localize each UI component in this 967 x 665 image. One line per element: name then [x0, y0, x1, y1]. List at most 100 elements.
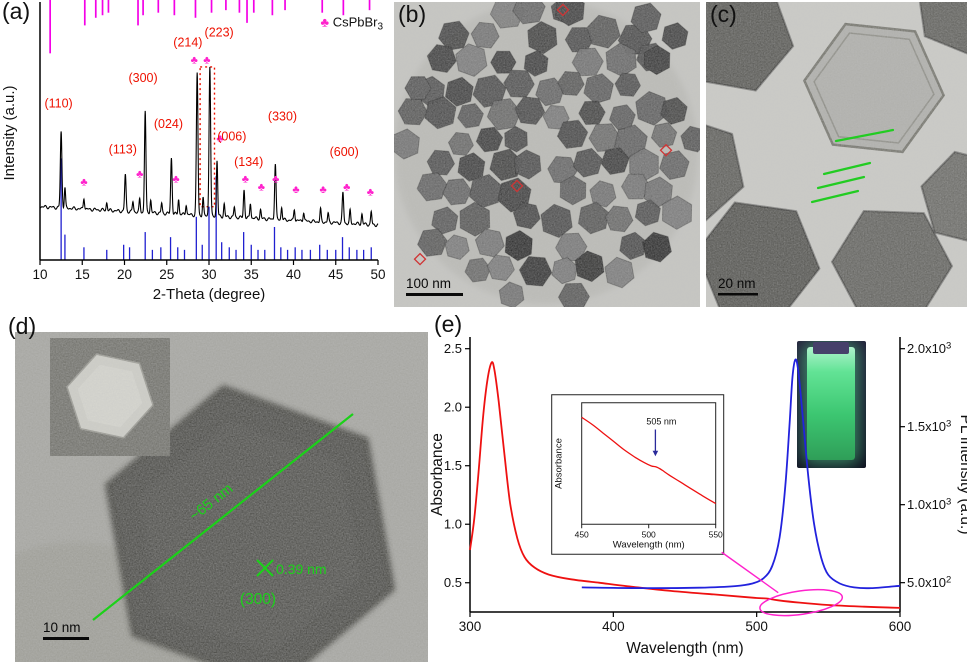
peak-labels: (110) (113) (300) (024) (214)(223) (006) (134)…: [44, 25, 358, 169]
lattice-fringe-line: [822, 161, 872, 176]
svg-text:♣: ♣: [272, 174, 279, 186]
svg-text:30: 30: [201, 267, 216, 282]
xrd-plot: 10 15 20 25 30 35 40 45 50 2-Theta (degree) Intens…: [1, 0, 386, 303]
reference-sticks-bottom: [60, 158, 372, 260]
reference-sticks-top: [49, 0, 371, 54]
panel-tem-zoom: 20 nm (c): [706, 1, 967, 307]
cuvette-photo: [796, 341, 866, 468]
tem-overview-image: 100 nm: [394, 2, 700, 307]
svg-text:1.0: 1.0: [444, 517, 462, 532]
inset-annotation: 505 nm: [646, 416, 676, 426]
absorbance-curve: [469, 361, 901, 609]
svg-text:35: 35: [244, 267, 259, 282]
cspbbr3-markers: ♣ ♣ ♣ ♣ ♣ ♣ ♣ ♣ ♣ ♣ ♣ ♣ ♣: [80, 54, 374, 198]
svg-text:1.0x103: 1.0x103: [907, 497, 951, 513]
svg-text:(600): (600): [330, 145, 359, 159]
svg-text:600: 600: [889, 619, 912, 634]
svg-text:(134): (134): [234, 155, 263, 169]
scalebar: [718, 293, 758, 296]
svg-text:♣: ♣: [292, 184, 299, 196]
ellipse-annotation: [759, 588, 844, 617]
panel-xrd: (a) 10 15 20 25 30 35 40 45 50 2-Theta (degree) In…: [0, 0, 392, 310]
svg-text:(223): (223): [205, 25, 234, 39]
defect-marker: [510, 179, 524, 193]
defect-marker: [413, 252, 427, 266]
svg-text:♣: ♣: [191, 54, 198, 66]
panel-b-label: (b): [398, 1, 427, 27]
svg-text:♣: ♣: [343, 181, 350, 193]
panel-tem-overview: 100 nm (b): [394, 1, 700, 307]
pl-curve: [581, 358, 901, 590]
svg-text:2.0x103: 2.0x103: [907, 341, 951, 357]
svg-text:(214): (214): [173, 36, 202, 50]
svg-text:♣: ♣: [319, 184, 326, 196]
scalebar: [406, 293, 463, 296]
inset-y-label: Absorbance: [554, 438, 565, 489]
x-axis-label: 2-Theta (degree): [153, 286, 266, 303]
svg-text:2.0: 2.0: [444, 400, 462, 415]
panel-hrtem: (d) ~65 nm 0.39 nm (300) 10 nm: [0, 312, 430, 665]
tem-zoom-image: 20 nm: [706, 2, 967, 307]
svg-text:450: 450: [575, 529, 589, 539]
svg-text:(110): (110): [44, 97, 72, 111]
svg-text:(113): (113): [109, 142, 137, 156]
cuvette-cap: [813, 342, 850, 354]
svg-text:5.0x102: 5.0x102: [907, 575, 951, 591]
lattice-fringe-line: [810, 189, 860, 204]
svg-text:400: 400: [602, 619, 625, 634]
svg-text:(006): (006): [217, 130, 246, 144]
xrd-curve: [39, 66, 379, 228]
svg-text:2.5: 2.5: [444, 341, 462, 356]
svg-text:♣: ♣: [367, 186, 374, 198]
size-measure-line: [92, 413, 354, 621]
svg-text:♣: ♣: [80, 176, 87, 188]
defect-marker: [556, 3, 570, 17]
lattice-fringe-line: [834, 128, 895, 143]
panel-e-label: (e): [434, 311, 463, 337]
svg-text:20: 20: [117, 267, 132, 282]
svg-text:0.5: 0.5: [444, 575, 462, 590]
svg-text:♣: ♣: [203, 54, 210, 66]
svg-text:25: 25: [159, 267, 174, 282]
inset-arrow: [652, 450, 659, 457]
dspacing-label: 0.39 nm: [276, 561, 327, 577]
inset-absorbance-chart: 450 500 550 Wavelength (nm) Absorbance 505 nm: [551, 394, 725, 555]
scalebar: [43, 637, 89, 640]
svg-text:♣: ♣: [216, 133, 223, 145]
svg-text:♣: ♣: [258, 181, 265, 193]
svg-text:40: 40: [286, 267, 301, 282]
svg-text:50: 50: [370, 267, 385, 282]
x-axis-label: Wavelength (nm): [626, 640, 743, 657]
hrtem-image: ~65 nm0.39 nm(300)10 nm: [15, 332, 428, 662]
defect-marker: [659, 143, 673, 157]
svg-text:300: 300: [459, 619, 482, 634]
svg-text:550: 550: [709, 529, 723, 539]
panel-a-label: (a): [2, 0, 31, 24]
svg-text:15: 15: [75, 267, 90, 282]
panel-spectra: (e) 300 400 500 600 0.5 1.0 1.5 2.0 2.5 5.0x102 1.…: [430, 311, 967, 665]
svg-text:1.5: 1.5: [444, 458, 462, 473]
svg-text:♣: ♣: [242, 174, 249, 186]
y-axis-label: Intensity (a.u.): [1, 85, 18, 180]
panel-d-label: (d): [8, 313, 37, 339]
inset-curve: [581, 416, 717, 505]
svg-text:(300): (300): [128, 71, 157, 85]
inset-x-label: Wavelength (nm): [613, 539, 685, 550]
svg-text:1.5x103: 1.5x103: [907, 419, 951, 435]
plane-label: (300): [240, 591, 276, 608]
scalebar-label: 10 nm: [43, 620, 81, 635]
svg-text:♣: ♣: [172, 174, 179, 186]
left-axis-label: Absorbance: [430, 433, 446, 516]
absorbance-pl-plot: 300 400 500 600 0.5 1.0 1.5 2.0 2.5 5.0x102 1.0x10…: [430, 337, 967, 657]
svg-text:500: 500: [642, 529, 656, 539]
tem-grain: [706, 2, 967, 307]
callout-line: [721, 551, 779, 594]
tem-grain: [15, 332, 428, 662]
svg-text:(330): (330): [268, 109, 297, 123]
lattice-fringe-line: [816, 175, 866, 190]
svg-text:10: 10: [32, 267, 47, 282]
tem-grain: [394, 2, 700, 307]
right-axis-label: PL intensity (a.u.): [957, 414, 967, 534]
svg-text:500: 500: [745, 619, 768, 634]
